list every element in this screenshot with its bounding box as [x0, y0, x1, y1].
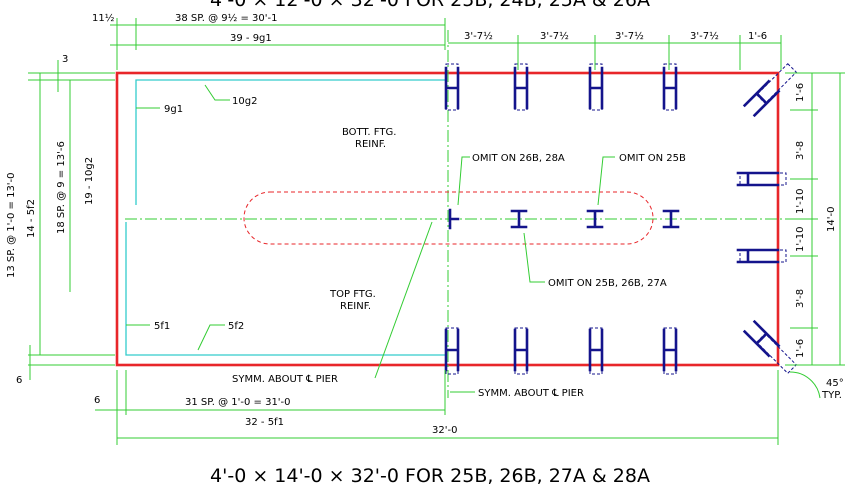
label-bar-10g2: 10g2: [232, 96, 257, 107]
dim-right-1: 1'-6: [795, 83, 806, 102]
dim-pile-spacing-5: 1'-6: [748, 31, 767, 42]
label-top-reinf-1: TOP FTG.: [329, 289, 376, 300]
rebar-lines: [125, 79, 445, 356]
label-bar-5f2: 5f2: [228, 321, 244, 332]
dim-vert-inner: 18 SP. @ 9 = 13'-6: [56, 141, 67, 234]
dim-angle-typ: TYP.: [821, 390, 842, 401]
dim-right-3: 1'-10: [795, 189, 806, 214]
center-lines: [125, 30, 790, 398]
pile-bottom-3: [588, 327, 604, 375]
label-symm-1: SYMM. ABOUT ℄ PIER: [232, 374, 338, 385]
dim-pile-spacing-2: 3'-7½: [540, 30, 569, 42]
dim-pile-spacing-3: 3'-7½: [615, 30, 644, 42]
dim-overall-length: 32'-0: [432, 425, 457, 436]
pile-center-2: [510, 209, 528, 229]
pile-corner-top: [742, 63, 797, 118]
dim-pile-spacing-1: 3'-7½: [464, 30, 493, 42]
pile-bottom-2: [513, 327, 529, 375]
pile-center-3: [586, 209, 604, 229]
label-bar-5f1: 5f1: [154, 321, 170, 332]
pile-bottom-4: [662, 327, 678, 375]
dim-bottom-bars: 32 - 5f1: [245, 417, 284, 428]
label-bott-reinf-2: REINF.: [355, 139, 386, 150]
label-omit-1: OMIT ON 26B, 28A: [472, 153, 565, 164]
pile-center-1: [448, 208, 460, 230]
label-symm-2: SYMM. ABOUT ℄ PIER: [478, 388, 584, 399]
pile-right-upper: [736, 171, 787, 187]
pier-outline: [243, 191, 654, 245]
dim-top-spacing: 38 SP. @ 9½ = 30'-1: [175, 12, 278, 24]
label-omit-2: OMIT ON 25B: [619, 153, 686, 164]
pile-top-2: [513, 63, 529, 111]
dim-bottom-left: 6: [94, 395, 100, 406]
dim-bottom-spacing: 31 SP. @ 1'-0 = 31'-0: [185, 397, 291, 408]
note-texts: 9g1 10g2 5f1 5f2 BOTT. FTG. REINF. TOP F…: [154, 96, 686, 399]
dim-right-5: 3'-8: [795, 289, 806, 308]
dim-vert-outer: 13 SP. @ 1'-0 = 13'-0: [6, 172, 17, 278]
dimension-lines: [28, 18, 845, 445]
dim-overall-width: 14'-0: [826, 207, 837, 232]
title-top: 4'-0 × 12'-0 × 32'-0 FOR 25B, 24B, 25A &…: [210, 0, 650, 11]
dim-top-bars: 39 - 9g1: [230, 33, 272, 44]
dim-pile-spacing-4: 3'-7½: [690, 30, 719, 42]
pile-top-1: [444, 63, 460, 111]
dim-top-offset: 3: [62, 54, 68, 65]
pile-corner-bottom: [742, 319, 797, 374]
dim-angle: 45°: [826, 378, 844, 389]
label-bar-9g1: 9g1: [164, 104, 183, 115]
dimension-texts: 11½ 38 SP. @ 9½ = 30'-1 39 - 9g1 3'-7½ 3…: [6, 12, 844, 436]
label-omit-3: OMIT ON 25B, 26B, 27A: [548, 278, 667, 289]
label-top-reinf-2: REINF.: [340, 301, 371, 312]
dim-left-edge-top: 11½: [92, 12, 115, 24]
pile-right-lower: [736, 248, 787, 264]
label-bott-reinf-1: BOTT. FTG.: [342, 127, 396, 138]
dim-right-2: 3'-8: [795, 141, 806, 160]
pile-top-4: [662, 63, 678, 111]
dim-vert-outer-bars: 14 - 5f2: [26, 199, 37, 238]
pile-center-4: [662, 209, 680, 229]
dim-right-6: 1'-6: [795, 339, 806, 358]
pile-bottom-1: [444, 327, 460, 375]
title-bottom: 4'-0 × 14'-0 × 32'-0 FOR 25B, 26B, 27A &…: [210, 465, 650, 487]
dim-bottom-offset: 6: [16, 375, 22, 386]
pile-top-3: [588, 63, 604, 111]
dim-right-4: 1'-10: [795, 227, 806, 252]
pile-group: [444, 63, 797, 375]
dim-vert-inner-bars: 19 - 10g2: [84, 157, 95, 205]
